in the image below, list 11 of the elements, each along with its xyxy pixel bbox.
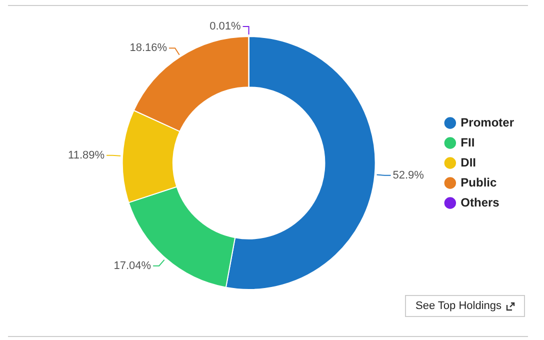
legend-label: Public bbox=[460, 175, 497, 190]
legend-label: Promoter bbox=[460, 115, 514, 130]
data-label: 17.04% bbox=[114, 260, 152, 272]
data-label: 52.9% bbox=[392, 169, 424, 182]
legend-label: Others bbox=[460, 195, 500, 210]
data-label: 18.16% bbox=[130, 42, 168, 54]
data-label: 0.01% bbox=[210, 20, 241, 33]
legend-label: FII bbox=[460, 135, 475, 150]
legend-label: DII bbox=[460, 155, 476, 170]
text: See Top Holdings bbox=[415, 300, 502, 312]
data-label: 11.89% bbox=[68, 149, 105, 162]
